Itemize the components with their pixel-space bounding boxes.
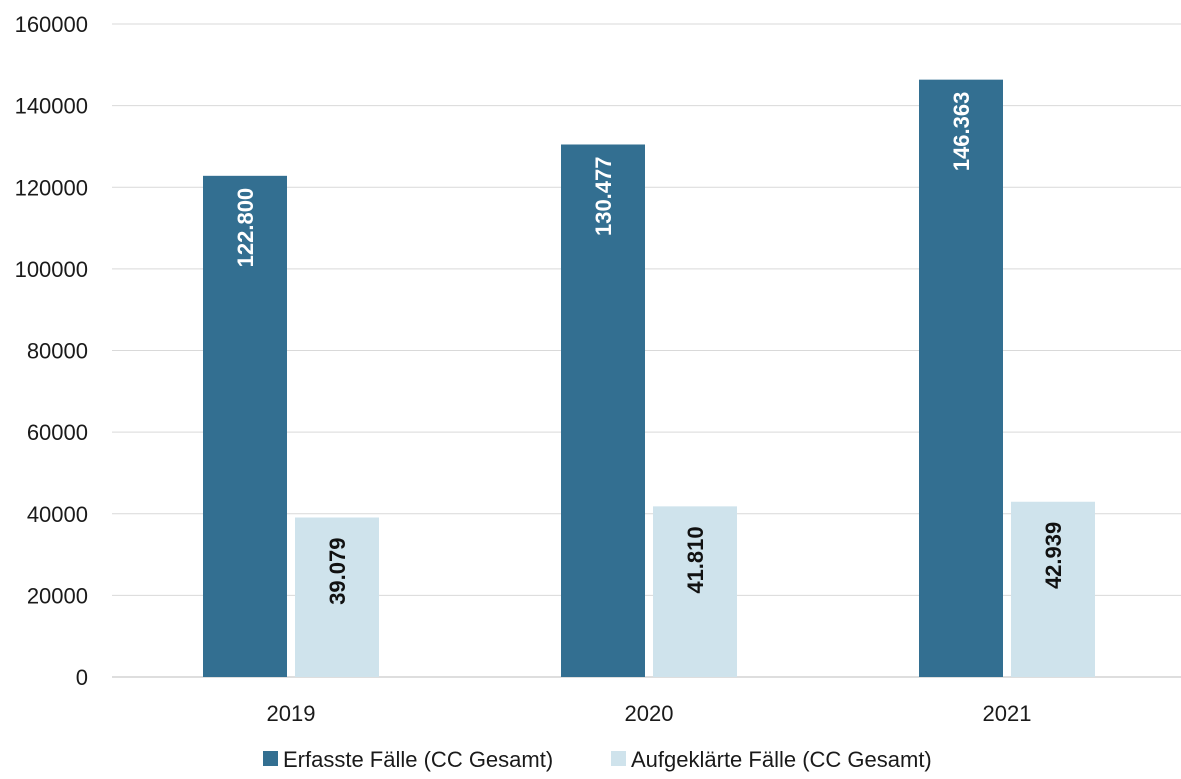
gridlines <box>112 23 1181 678</box>
data-label: 122.800 <box>233 188 258 268</box>
y-tick-label: 100000 <box>15 257 88 282</box>
y-tick-label: 140000 <box>15 94 88 119</box>
data-label: 130.477 <box>591 156 616 236</box>
y-tick-label: 120000 <box>15 175 88 200</box>
bar-erfasst-2021 <box>919 79 1003 677</box>
data-label: 39.079 <box>325 538 350 605</box>
y-tick-label: 160000 <box>15 12 88 37</box>
legend-label: Erfasste Fälle (CC Gesamt) <box>283 747 553 772</box>
bar-erfasst-2020 <box>561 144 645 678</box>
bar-aufgeklaert-2019 <box>295 517 379 677</box>
y-tick-label: 20000 <box>27 583 88 608</box>
y-axis-ticks: 0 20000 40000 60000 80000 100000 120000 140000 1… <box>15 12 88 690</box>
x-tick-label: 2019 <box>267 701 316 726</box>
y-tick-label: 40000 <box>27 502 88 527</box>
legend-swatch <box>611 751 626 766</box>
legend-item-erfasst: Erfasste Fälle (CC Gesamt) <box>263 747 553 772</box>
bars <box>203 79 1095 678</box>
legend-swatch <box>263 751 278 766</box>
x-tick-label: 2021 <box>983 701 1032 726</box>
bar-aufgeklaert-2021 <box>1011 501 1095 677</box>
legend: Erfasste Fälle (CC Gesamt) Aufgeklärte Fä… <box>263 747 932 772</box>
data-label: 41.810 <box>683 526 708 593</box>
legend-item-aufgeklaert: Aufgeklärte Fälle (CC Gesamt) <box>611 747 932 772</box>
data-label: 42.939 <box>1041 522 1066 589</box>
y-tick-label: 0 <box>76 665 88 690</box>
bar-aufgeklaert-2020 <box>653 506 737 677</box>
y-tick-label: 80000 <box>27 339 88 364</box>
x-axis-ticks: 2019 2020 2021 <box>267 701 1032 726</box>
data-labels: 122.800 130.477 146.363 39.079 41.810 42.939 <box>233 92 1066 605</box>
legend-label: Aufgeklärte Fälle (CC Gesamt) <box>631 747 932 772</box>
data-label: 146.363 <box>949 92 974 172</box>
x-tick-label: 2020 <box>625 701 674 726</box>
y-tick-label: 60000 <box>27 420 88 445</box>
bar-erfasst-2019 <box>203 175 287 677</box>
